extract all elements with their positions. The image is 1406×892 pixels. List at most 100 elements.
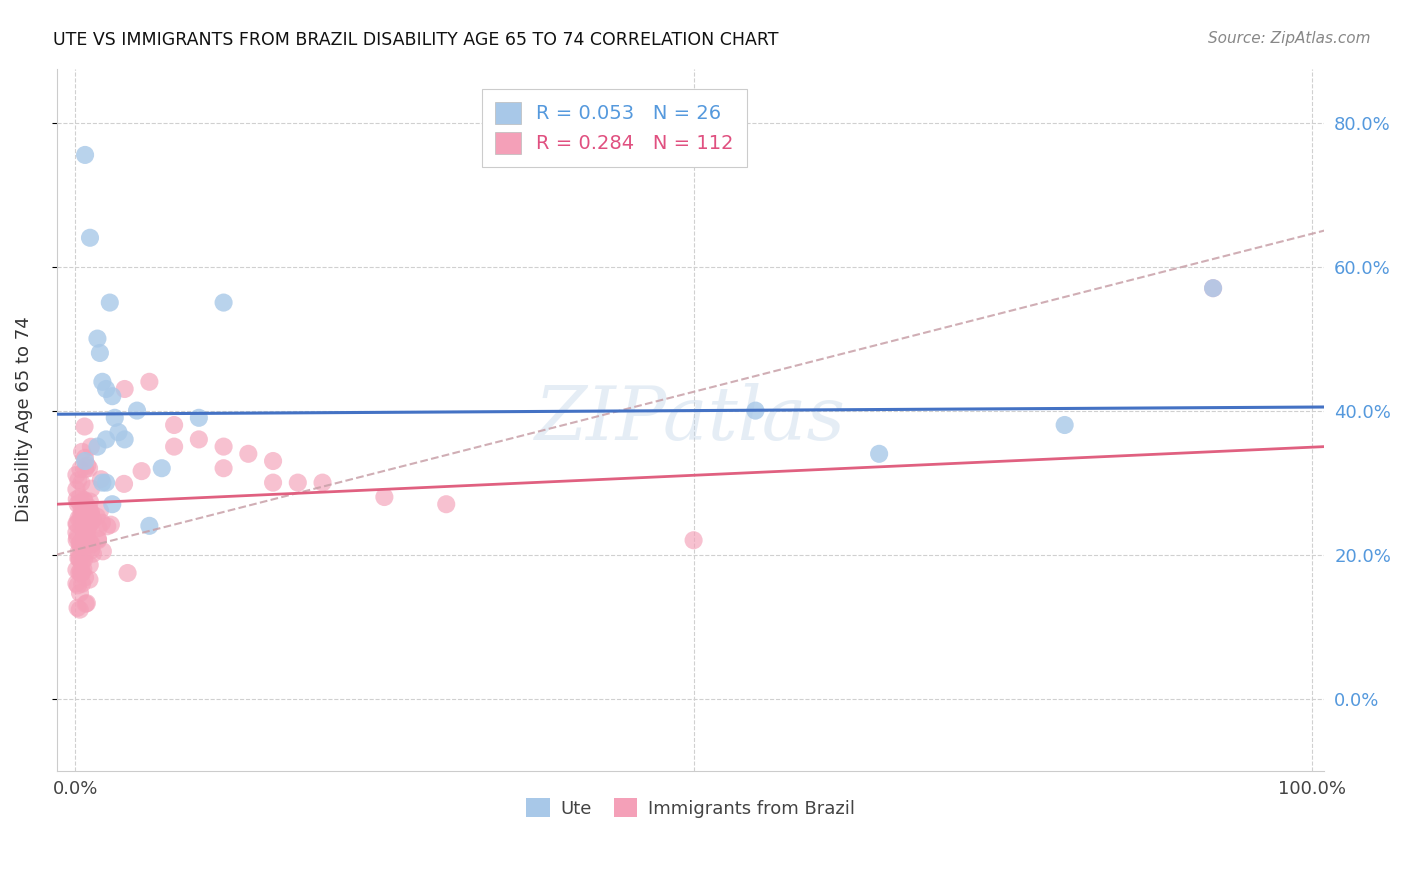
Point	[72, 562, 94, 576]
Point	[70, 555, 93, 569]
Point	[66, 578, 89, 592]
Point	[65, 467, 87, 482]
Point	[79, 558, 101, 572]
Point	[75, 538, 97, 552]
Point	[868, 447, 890, 461]
Point	[82, 512, 104, 526]
Point	[163, 440, 186, 454]
Point	[76, 544, 98, 558]
Point	[69, 564, 91, 578]
Point	[79, 516, 101, 531]
Point	[65, 516, 87, 531]
Point	[76, 504, 98, 518]
Point	[80, 537, 103, 551]
Point	[69, 536, 91, 550]
Point	[98, 295, 121, 310]
Point	[80, 516, 103, 530]
Point	[66, 600, 89, 615]
Point	[101, 497, 124, 511]
Point	[100, 517, 122, 532]
Text: UTE VS IMMIGRANTS FROM BRAZIL DISABILITY AGE 65 TO 74 CORRELATION CHART: UTE VS IMMIGRANTS FROM BRAZIL DISABILITY…	[53, 31, 779, 49]
Point	[65, 576, 87, 591]
Point	[89, 503, 111, 517]
Point	[682, 533, 704, 548]
Point	[70, 508, 93, 522]
Point	[66, 492, 89, 507]
Point	[69, 586, 91, 600]
Point	[66, 517, 89, 532]
Point	[311, 475, 333, 490]
Point	[212, 461, 235, 475]
Point	[114, 382, 136, 396]
Point	[76, 500, 98, 515]
Point	[79, 507, 101, 521]
Point	[69, 551, 91, 566]
Point	[76, 458, 98, 473]
Point	[73, 509, 96, 524]
Point	[66, 533, 89, 548]
Point	[79, 231, 101, 245]
Point	[69, 490, 91, 504]
Point	[69, 462, 91, 476]
Point	[73, 454, 96, 468]
Point	[86, 332, 108, 346]
Point	[70, 475, 93, 490]
Point	[69, 496, 91, 510]
Point	[107, 425, 129, 440]
Point	[67, 566, 90, 580]
Point	[94, 475, 117, 490]
Point	[69, 551, 91, 566]
Point	[80, 543, 103, 558]
Point	[91, 544, 114, 558]
Point	[91, 516, 114, 530]
Point	[79, 517, 101, 532]
Point	[67, 473, 90, 487]
Y-axis label: Disability Age 65 to 74: Disability Age 65 to 74	[15, 317, 32, 523]
Point	[69, 602, 91, 616]
Point	[80, 440, 103, 454]
Point	[212, 440, 235, 454]
Point	[150, 461, 173, 475]
Point	[75, 570, 97, 584]
Point	[104, 410, 127, 425]
Point	[65, 525, 87, 540]
Point	[80, 506, 103, 520]
Point	[79, 535, 101, 549]
Point	[114, 433, 136, 447]
Point	[138, 518, 160, 533]
Point	[125, 403, 148, 417]
Point	[73, 494, 96, 508]
Point	[72, 535, 94, 549]
Point	[70, 576, 93, 591]
Point	[138, 375, 160, 389]
Point	[87, 532, 110, 546]
Point	[75, 597, 97, 611]
Point	[72, 515, 94, 529]
Point	[66, 530, 89, 544]
Point	[73, 450, 96, 465]
Point	[94, 433, 117, 447]
Point	[66, 497, 89, 511]
Point	[131, 464, 153, 478]
Point	[373, 490, 395, 504]
Point	[76, 509, 98, 524]
Point	[70, 511, 93, 525]
Point	[89, 346, 111, 360]
Point	[75, 462, 97, 476]
Point	[76, 524, 98, 538]
Point	[70, 533, 93, 548]
Point	[75, 528, 97, 542]
Point	[73, 552, 96, 566]
Point	[73, 492, 96, 507]
Point	[101, 389, 124, 403]
Point	[96, 519, 118, 533]
Point	[91, 375, 114, 389]
Point	[79, 573, 101, 587]
Legend: Ute, Immigrants from Brazil: Ute, Immigrants from Brazil	[519, 790, 862, 825]
Point	[1202, 281, 1225, 295]
Point	[434, 497, 457, 511]
Point	[187, 433, 209, 447]
Point	[744, 403, 766, 417]
Point	[70, 519, 93, 533]
Point	[90, 472, 112, 486]
